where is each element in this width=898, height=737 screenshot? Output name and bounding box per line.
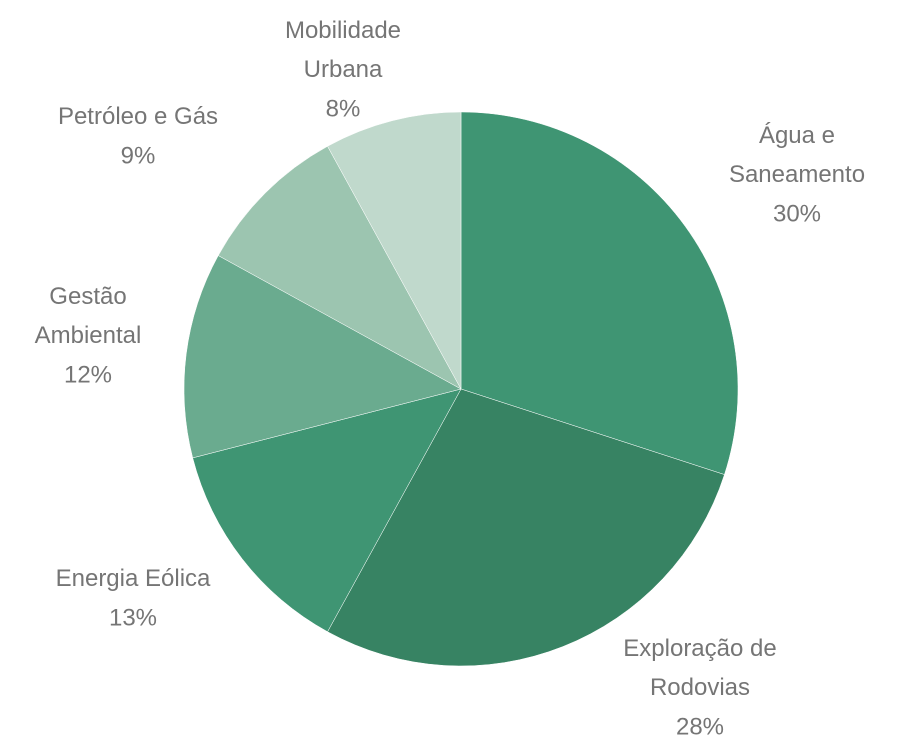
slice-value-label: 12% bbox=[64, 361, 112, 388]
slice-label: Mobilidade Urbana bbox=[285, 17, 401, 83]
slice-label: Gestão Ambiental bbox=[35, 283, 142, 349]
slice-value-label: 13% bbox=[109, 604, 157, 631]
pie-slice bbox=[327, 111, 462, 390]
slice-label: Exploração de Rodovias bbox=[623, 635, 776, 701]
pie-slice bbox=[327, 388, 725, 667]
slice-value-label: 30% bbox=[773, 200, 821, 227]
pie-slice bbox=[217, 145, 462, 390]
pie-slice bbox=[183, 255, 462, 459]
slice-label: Energia Eólica bbox=[56, 565, 211, 592]
slice-value-label: 9% bbox=[121, 142, 156, 169]
slice-value-label: 28% bbox=[676, 713, 724, 737]
slice-label: Petróleo e Gás bbox=[58, 103, 218, 130]
pie-slice bbox=[192, 388, 462, 633]
slice-label: Água e Saneamento bbox=[729, 122, 865, 188]
slice-value-label: 8% bbox=[326, 95, 361, 122]
pie-slice bbox=[460, 111, 739, 475]
